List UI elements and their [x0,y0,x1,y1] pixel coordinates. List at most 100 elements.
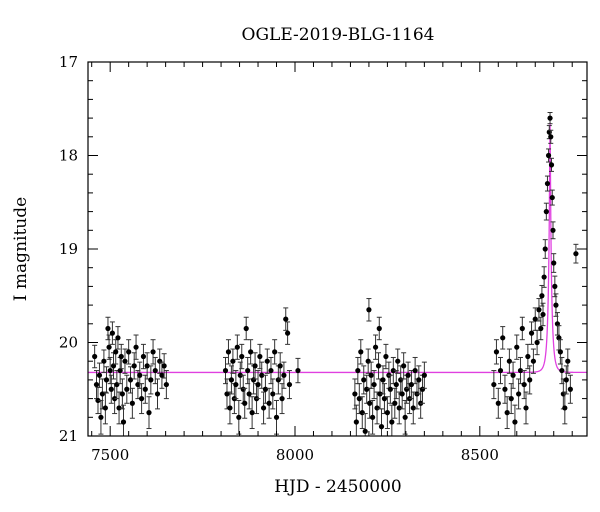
data-point [248,339,254,365]
data-point [523,391,529,425]
data-point [243,316,249,341]
data-point [102,391,108,425]
data-point [234,334,240,360]
data-point [549,189,555,206]
data-point [396,391,402,425]
data-point [538,316,544,341]
data-point [150,339,156,365]
data-point [528,321,535,345]
data-point [108,374,114,404]
x-tick-label: 8000 [276,446,314,464]
data-point [230,348,236,374]
data-point [106,334,112,360]
data-point [500,326,506,350]
data-point [260,391,267,425]
x-tick-label: 8500 [461,446,499,464]
data-point [548,157,555,172]
data-point [95,386,101,415]
data-point [527,365,533,395]
data-point [532,307,538,331]
data-point [510,361,516,389]
data-point [502,374,508,404]
data-point [133,334,139,360]
plot-area [88,111,587,436]
data-point [383,343,389,370]
axis-ticks: 7500 8000 8500 17 18 19 20 21 [59,53,587,464]
data-point [551,253,557,273]
data-point [272,339,278,365]
data-point [295,357,301,384]
data-point [516,378,522,410]
data-point [126,339,132,365]
data-point [544,175,551,192]
plot-frame [87,61,588,437]
data-point [525,343,531,370]
model-curve [88,122,587,374]
y-tick-label: 17 [59,53,78,71]
data-point [120,404,127,436]
data-point [237,361,243,389]
data-point [355,356,361,385]
data-point [519,316,525,341]
data-point [161,353,167,379]
data-point [393,370,399,400]
data-point [370,399,376,435]
data-point [124,374,130,404]
data-point [361,365,367,395]
data-point [375,352,382,380]
data-point [365,348,371,374]
data-point [283,307,289,331]
data-point [366,298,372,322]
data-point [142,374,148,404]
data-point [548,129,554,144]
data-point [273,399,280,435]
data-point [554,312,561,336]
data-point [98,399,104,435]
data-point [105,316,111,341]
data-point [138,383,145,415]
data-point [129,387,135,419]
data-point [495,387,501,419]
data-point [107,356,113,385]
data-point [358,339,364,365]
data-point [353,404,359,436]
data-point [122,348,128,374]
data-point [410,391,416,425]
data-point [534,329,540,356]
y-axis-label: I magnitude [11,197,31,301]
chart-title: OGLE-2019-BLG-1164 [242,25,435,45]
data-point [101,349,107,373]
data-point [264,348,270,374]
data-point [236,399,242,435]
data-point [281,361,287,389]
x-axis-label: HJD - 2450000 [274,477,402,497]
data-point [573,243,579,264]
data-point [118,343,124,370]
data-point [401,352,407,380]
data-point [255,370,261,400]
data-point [163,370,169,400]
data-point [547,111,553,125]
data-point [542,239,548,259]
data-point [359,396,365,430]
data-point [543,202,549,221]
data-point [249,396,255,430]
data-point [119,378,125,410]
data-point [115,326,121,350]
y-tick-label: 18 [59,147,78,165]
data-point [270,378,276,410]
data-point [545,148,552,163]
data-point [227,391,233,425]
data-point [92,344,98,369]
data-point [239,343,245,370]
data-point [266,387,272,419]
data-point [378,408,385,436]
data-point [530,348,537,374]
data-point [103,366,110,394]
data-point [148,365,154,395]
y-tick-label: 21 [59,427,78,445]
data-point [154,378,161,410]
data-point [372,334,379,360]
data-point [517,356,524,385]
